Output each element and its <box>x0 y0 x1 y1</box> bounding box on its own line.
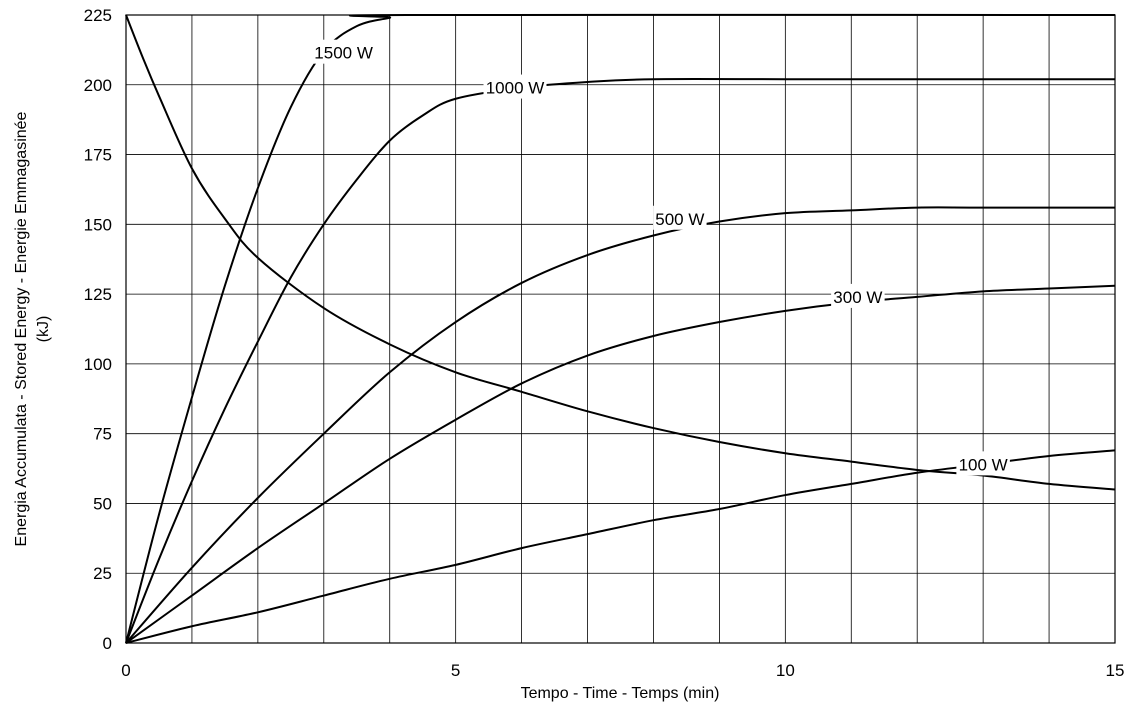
y-tick-label: 100 <box>84 355 112 374</box>
series-line-500w <box>125 206 1115 644</box>
x-tick-label: 0 <box>121 661 130 680</box>
curve-label-background <box>483 74 547 99</box>
curve-label-background <box>653 205 707 230</box>
y-tick-label: 75 <box>93 425 112 444</box>
curve-label: 100 W <box>959 455 1008 474</box>
series-line-1500w <box>125 13 1116 644</box>
curve-label: 300 W <box>833 288 882 307</box>
grid <box>126 15 1115 643</box>
series-line-1000w <box>125 77 1115 644</box>
y-tick-label: 125 <box>84 285 112 304</box>
x-axis-label: Tempo - Time - Temps (min) <box>521 685 720 702</box>
curve-label-background <box>956 451 1010 476</box>
y-tick-label: 200 <box>84 76 112 95</box>
curves <box>125 13 1116 644</box>
curve-labels: 1500 W 1000 W 500 W 300 W 100 W <box>312 39 1010 476</box>
series-line-300w <box>125 284 1116 644</box>
curve-label: 500 W <box>655 210 704 229</box>
x-tick-label: 15 <box>1106 661 1125 680</box>
y-tick-label: 25 <box>93 564 112 583</box>
y-axis-unit: (kJ) <box>35 316 52 343</box>
y-tick-label: 150 <box>84 215 112 234</box>
curve-label: 1500 W <box>314 44 373 63</box>
curve-label-background <box>312 39 376 64</box>
y-tick-label: 0 <box>103 634 112 653</box>
y-tick-label: 175 <box>84 146 112 165</box>
curve-label-background <box>831 283 885 308</box>
y-tick-label: 225 <box>84 6 112 25</box>
x-tick-label: 10 <box>776 661 795 680</box>
x-tick-label: 5 <box>451 661 460 680</box>
tick-labels: 0 25 50 75 100 125 150 175 200 225 0 5 10 15 <box>84 6 1125 680</box>
y-axis-label: Energia Accumulata - Stored Energy - Ene… <box>13 111 30 546</box>
curve-label: 1000 W <box>486 79 545 98</box>
plot-frame <box>125 14 1116 644</box>
y-tick-label: 50 <box>93 494 112 513</box>
series-line-100w <box>125 449 1116 644</box>
series-line-decay <box>125 14 1116 491</box>
